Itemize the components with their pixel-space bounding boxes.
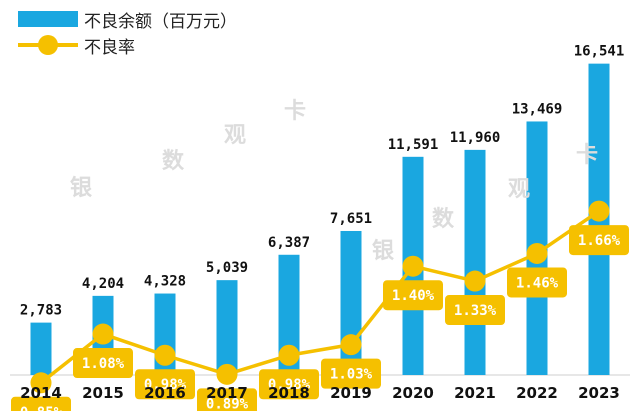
rate-value-label: 1.46% [516, 275, 559, 291]
rate-value-label: 1.08% [82, 356, 125, 372]
rate-label-box [445, 295, 505, 326]
x-tick-label: 2019 [330, 384, 372, 402]
data-labels: 2,783 4,204 4,328 5,039 6,387 7,651 11,591 11,9… [11, 44, 629, 411]
rate-label-box [259, 369, 319, 400]
rate-point-2018 [278, 344, 300, 366]
legend-label-balance: 不良余额（百万元） [84, 11, 237, 32]
rate-line [39, 209, 600, 385]
rate-value-label: 0.98% [144, 377, 187, 393]
bar-value-label: 5,039 [206, 260, 248, 276]
bar-2014 [30, 322, 52, 375]
x-tick-label: 2014 [20, 384, 62, 402]
rate-point-2017 [216, 363, 238, 385]
rate-label-box [197, 388, 257, 411]
bar-2021 [464, 149, 486, 375]
x-tick-label: 2016 [144, 384, 186, 402]
bar-2017 [216, 280, 238, 375]
rate-label-box [569, 225, 629, 256]
rate-point-2022 [526, 242, 548, 264]
bar-2018 [278, 254, 300, 375]
bar-value-label: 2,783 [20, 303, 62, 319]
watermark-text: 银 [70, 176, 93, 201]
x-tick-labels: 2014 2015 2016 2017 2018 2019 2020 2021 2022 2023 [20, 384, 620, 402]
x-tick-label: 2020 [392, 384, 434, 402]
bar-value-label: 11,591 [388, 137, 439, 153]
rate-label-box [383, 280, 443, 311]
watermark-text: 卡 [576, 143, 599, 168]
x-tick-label: 2017 [206, 384, 248, 402]
rate-value-label: 1.66% [578, 233, 621, 249]
rate-label-box [321, 358, 381, 389]
bar-value-label: 11,960 [450, 130, 501, 146]
rate-label-box [11, 396, 71, 411]
bar-value-label: 13,469 [512, 101, 563, 117]
rate-value-label: 1.03% [330, 367, 373, 383]
rate-value-label: 1.40% [392, 288, 435, 304]
legend-bar-swatch [18, 11, 78, 27]
rate-label-box [73, 348, 133, 379]
watermark-text: 数 [162, 149, 185, 174]
rate-point-2021 [464, 270, 486, 292]
rate-value-label: 0.89% [206, 396, 249, 411]
watermark-text: 卡 [284, 99, 307, 124]
watermark-text: 银 [372, 239, 395, 264]
watermark-text: 数 [432, 207, 455, 232]
rate-value-label: 0.98% [268, 377, 311, 393]
bar-value-label: 4,328 [144, 274, 186, 290]
legend-item-balance: 不良余额（百万元） [18, 6, 237, 32]
rate-point-2019 [340, 334, 362, 356]
x-tick-label: 2018 [268, 384, 310, 402]
rate-point-2015 [92, 323, 114, 345]
legend-label-rate: 不良率 [84, 37, 135, 58]
x-tick-label: 2023 [578, 384, 620, 402]
x-tick-label: 2021 [454, 384, 496, 402]
rate-value-label: 0.85% [20, 405, 63, 411]
x-tick-label: 2022 [516, 384, 558, 402]
rate-line-series [30, 200, 610, 394]
x-tick-label: 2015 [82, 384, 124, 402]
rate-value-label: 1.33% [454, 303, 497, 319]
legend-line-swatch [18, 34, 78, 56]
bar-value-label: 16,541 [574, 44, 625, 60]
rate-point-2023 [588, 200, 610, 222]
rate-label-box [135, 369, 195, 400]
rate-point-2020 [402, 255, 424, 277]
chart-legend: 不良余额（百万元） 不良率 [18, 6, 237, 58]
bar-value-label: 7,651 [330, 211, 372, 227]
watermark-text: 观 [224, 123, 247, 148]
watermark-text: 观 [508, 177, 531, 202]
rate-label-box [507, 267, 567, 298]
bar-value-label: 6,387 [268, 235, 310, 251]
bar-value-label: 4,204 [82, 276, 124, 292]
rate-point-2016 [154, 344, 176, 366]
legend-item-rate: 不良率 [18, 32, 237, 58]
rate-point-2014 [30, 372, 52, 394]
